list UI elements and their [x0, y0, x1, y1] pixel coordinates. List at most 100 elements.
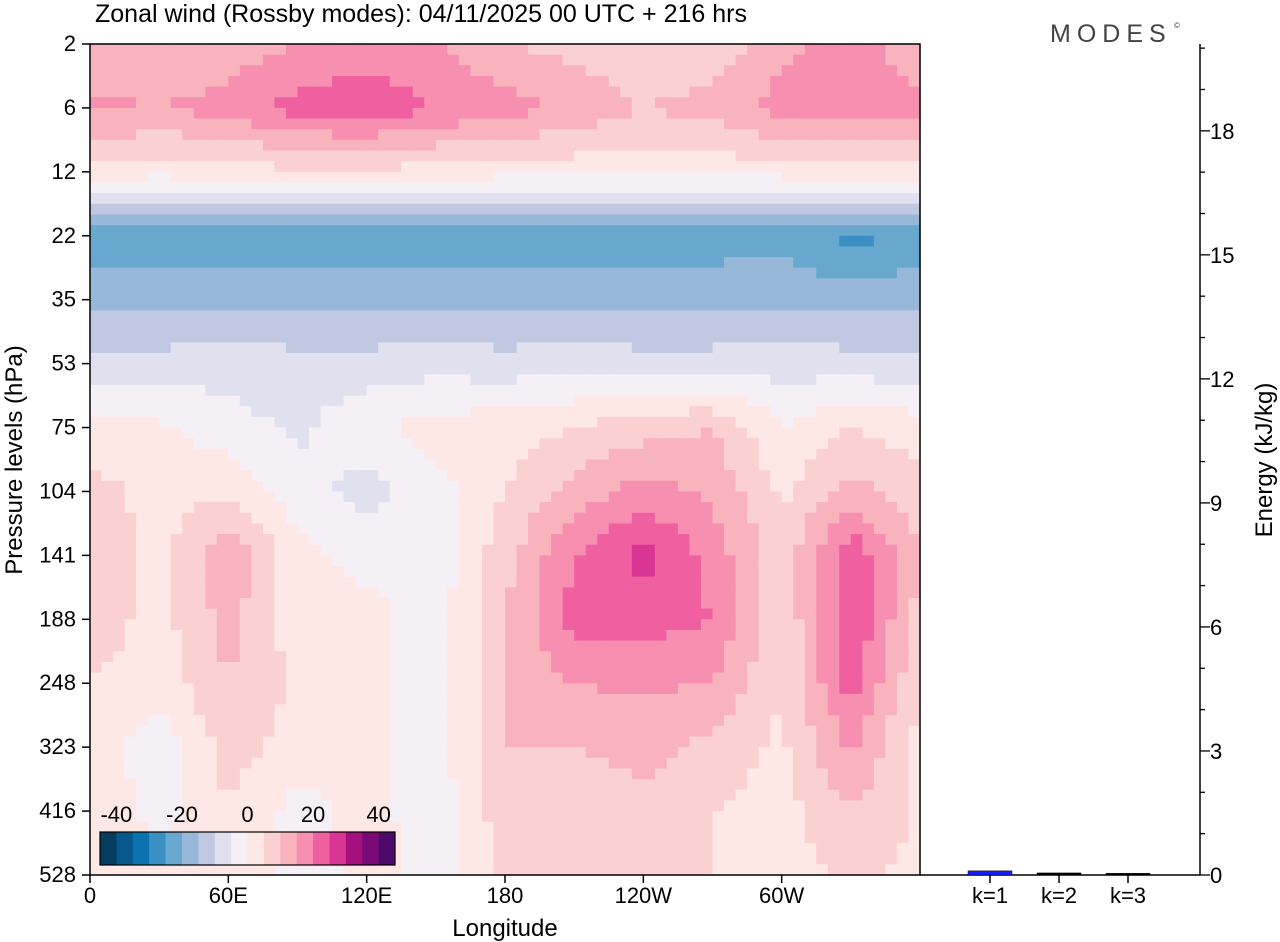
contour-cell — [136, 416, 149, 429]
contour-cell — [113, 395, 126, 407]
contour-cell — [378, 512, 391, 525]
contour-cell — [182, 299, 195, 311]
contour-cell — [839, 459, 852, 471]
contour-cell — [896, 139, 910, 152]
contour-cell — [608, 672, 621, 684]
contour-cell — [608, 523, 621, 535]
contour-cell — [631, 438, 644, 450]
contour-cell — [297, 129, 310, 141]
contour-cell — [285, 363, 299, 375]
contour-cell — [285, 321, 299, 333]
contour-cell — [251, 182, 264, 194]
contour-cell — [793, 118, 806, 130]
contour-cell — [608, 193, 621, 205]
contour-cell — [816, 427, 829, 439]
contour-cell — [551, 406, 564, 418]
contour-cell — [608, 704, 621, 716]
contour-cell — [631, 502, 644, 514]
contour-cell — [804, 321, 817, 333]
contour-cell — [539, 86, 552, 98]
contour-cell — [804, 44, 817, 56]
contour-cell — [113, 661, 126, 674]
contour-cell — [643, 416, 656, 429]
contour-cell — [804, 747, 817, 759]
contour-cell — [747, 619, 760, 631]
contour-cell — [816, 480, 829, 493]
contour-cell — [873, 683, 887, 695]
contour-cell — [528, 246, 541, 258]
contour-cell — [816, 289, 829, 301]
contour-cell — [689, 587, 702, 599]
contour-cell — [309, 661, 322, 674]
contour-cell — [355, 491, 368, 503]
contour-cell — [239, 395, 252, 407]
contour-cell — [516, 363, 529, 375]
contour-cell — [793, 427, 806, 439]
contour-cell — [747, 502, 760, 514]
contour-cell — [193, 747, 206, 759]
contour-cell — [816, 54, 829, 66]
contour-cell — [481, 523, 495, 535]
contour-cell — [136, 395, 149, 407]
contour-cell — [608, 757, 621, 770]
contour-cell — [885, 448, 898, 461]
contour-cell — [285, 704, 299, 716]
contour-cell — [551, 374, 564, 386]
contour-cell — [193, 171, 206, 184]
contour-cell — [850, 395, 863, 407]
contour-cell — [781, 448, 794, 461]
contour-cell — [677, 704, 691, 716]
contour-cell — [827, 235, 840, 248]
contour-cell — [216, 310, 229, 322]
contour-cell — [343, 299, 356, 311]
contour-cell — [804, 193, 817, 205]
contour-cell — [90, 651, 103, 663]
contour-cell — [193, 97, 206, 109]
contour-cell — [862, 182, 875, 194]
contour-cell — [389, 118, 402, 130]
contour-cell — [689, 342, 702, 354]
contour-cell — [850, 257, 863, 269]
contour-cell — [528, 672, 541, 684]
contour-cell — [816, 693, 829, 706]
contour-cell — [781, 406, 794, 418]
contour-cell — [562, 342, 575, 354]
contour-cell — [873, 587, 887, 599]
contour-cell — [285, 725, 299, 738]
contour-cell — [770, 97, 783, 109]
contour-cell — [747, 576, 760, 588]
contour-cell — [597, 363, 610, 375]
contour-cell — [378, 107, 391, 120]
contour-cell — [366, 118, 379, 130]
contour-cell — [412, 75, 425, 88]
contour-cell — [366, 629, 379, 642]
contour-cell — [712, 768, 725, 780]
contour-cell — [481, 459, 495, 471]
contour-cell — [170, 44, 183, 56]
contour-cell — [470, 139, 483, 152]
contour-cell — [850, 576, 863, 588]
contour-cell — [435, 576, 448, 588]
contour-cell — [435, 480, 448, 493]
contour-cell — [654, 267, 667, 279]
contour-cell — [262, 491, 276, 503]
contour-cell — [735, 587, 748, 599]
contour-cell — [424, 566, 437, 578]
contour-cell — [505, 150, 518, 162]
contour-cell — [320, 118, 333, 130]
contour-cell — [239, 747, 252, 759]
contour-cell — [458, 139, 472, 152]
contour-cell — [781, 502, 794, 514]
contour-cell — [343, 470, 356, 482]
contour-cell — [366, 598, 379, 610]
contour-cell — [724, 416, 737, 429]
contour-cell — [147, 683, 160, 695]
contour-cell — [562, 406, 575, 418]
contour-cell — [216, 566, 229, 578]
contour-cell — [320, 757, 333, 770]
contour-cell — [770, 587, 783, 599]
contour-cell — [309, 75, 322, 88]
contour-cell — [735, 299, 748, 311]
contour-cell — [424, 75, 437, 88]
contour-cell — [470, 491, 483, 503]
